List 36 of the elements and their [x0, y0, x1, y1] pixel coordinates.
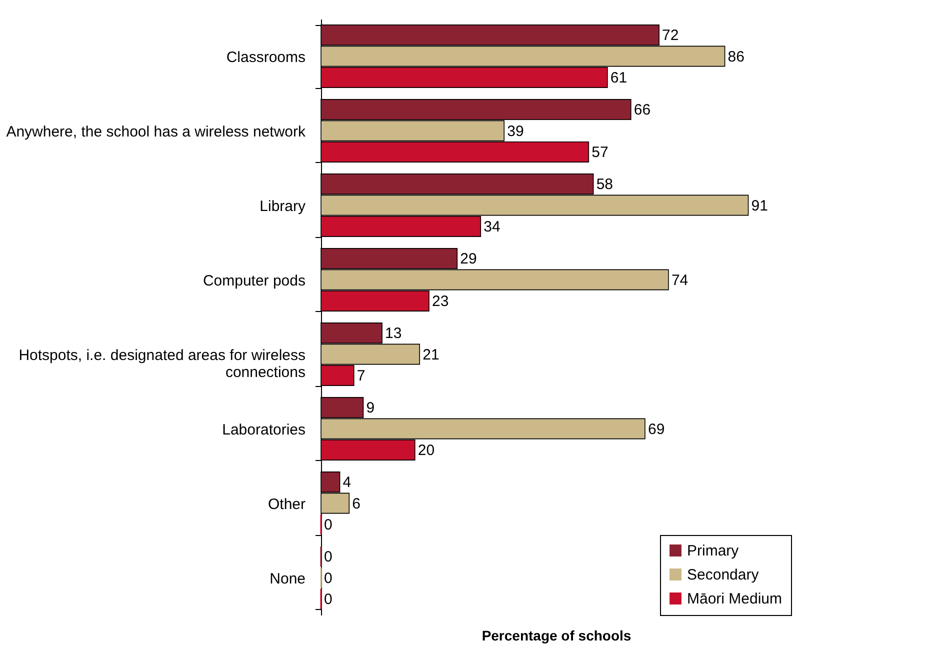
data-label: 74: [671, 272, 688, 289]
data-label: 58: [596, 176, 614, 194]
data-label: 0: [324, 570, 332, 587]
data-label: 0: [324, 516, 332, 534]
data-label: 69: [648, 420, 665, 438]
data-label: 6: [352, 495, 361, 512]
data-label: 86: [728, 48, 744, 66]
data-label: 61: [610, 69, 628, 86]
legend-label: Māori Medium: [687, 590, 782, 608]
y-tick-label: Classrooms: [226, 48, 306, 66]
legend-label: Secondary: [687, 566, 760, 584]
data-label: 39: [507, 122, 524, 140]
y-tick-label: Hotspots, i.e. designated areas for wireless connections: [18, 346, 306, 381]
data-label: 4: [342, 474, 352, 492]
data-label: 66: [634, 102, 651, 119]
x-axis-title: Percentage of schools: [482, 628, 632, 644]
data-label: 29: [460, 250, 477, 268]
y-tick-label: Anywhere, the school has a wireless network: [6, 123, 306, 140]
y-tick-label: None: [270, 570, 306, 588]
data-label: 34: [484, 218, 500, 236]
data-label: 7: [356, 367, 366, 384]
y-tick-label: Library: [260, 198, 306, 215]
y-tick-label: Computer pods: [202, 272, 306, 290]
data-label: 20: [418, 442, 435, 459]
data-label: 0: [324, 590, 332, 608]
y-tick-label: Other: [268, 496, 306, 513]
data-label: 72: [662, 27, 679, 44]
data-label: 91: [751, 197, 768, 214]
data-label: 13: [385, 325, 402, 342]
data-label: 0: [324, 548, 332, 566]
data-label: 21: [422, 346, 440, 364]
data-label: 23: [432, 292, 449, 310]
y-tick-label: Laboratories: [222, 421, 306, 438]
data-label: 57: [592, 144, 608, 161]
data-label: 9: [366, 400, 375, 417]
legend-label: Primary: [687, 542, 740, 560]
